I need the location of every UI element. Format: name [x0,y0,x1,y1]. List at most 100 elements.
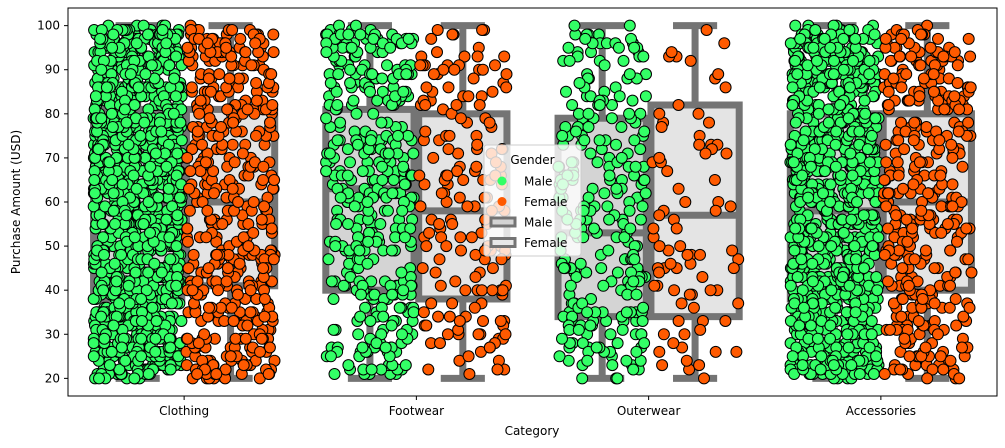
point-female [486,262,499,275]
point-female [949,293,962,305]
point-female [946,200,959,213]
point-female [442,143,455,156]
point-female [181,151,194,164]
point-male [593,134,606,147]
point-male [142,266,155,279]
point-female [694,323,707,336]
point-female [647,222,660,235]
point-male [130,37,143,50]
point-female [696,271,709,283]
point-female [250,94,263,107]
point-male [115,248,128,261]
point-male [834,99,847,111]
point-female [946,178,959,191]
point-female [903,350,916,363]
point-male [604,328,617,341]
point-male [93,372,105,385]
point-male [149,332,162,345]
point-female [191,125,204,138]
point-male [837,226,850,239]
point-female [268,174,281,186]
point-female [216,218,229,230]
point-female [455,244,467,257]
point-female [255,332,268,345]
point-male [392,129,404,142]
point-male [163,59,176,72]
point-female [730,345,743,358]
point-female [242,240,255,253]
point-male [789,222,802,235]
point-male [789,54,802,67]
point-female [199,156,212,169]
point-female [227,315,240,327]
point-female [916,293,929,305]
point-male [399,359,412,372]
point-female [454,112,467,125]
point-male [844,147,857,160]
point-female [210,248,223,261]
point-male [637,301,650,314]
point-male [636,315,649,327]
point-male [606,359,619,372]
point-male [784,279,797,292]
point-female [429,266,442,279]
point-female [727,262,740,275]
point-male [868,28,881,41]
point-male [787,156,800,169]
point-female [944,244,957,257]
point-female [202,72,215,85]
point-male [829,160,842,173]
point-female [937,363,950,376]
point-female [880,156,893,169]
point-female [266,99,279,111]
point-female [441,328,454,341]
point-male [588,222,600,235]
point-female [232,196,245,208]
point-male [568,19,581,32]
point-female [257,160,270,173]
point-female [928,262,941,275]
point-female [498,50,511,63]
point-male [341,169,354,182]
point-male [404,222,417,235]
point-male [152,191,165,204]
point-male [824,178,837,191]
point-male [376,174,389,186]
point-male [354,310,367,323]
point-female [907,178,920,191]
point-male [791,68,804,81]
point-male [574,257,587,270]
point-female [267,253,280,266]
point-female [898,332,911,345]
point-male [381,59,393,72]
point-female [420,81,433,94]
point-female [203,112,216,125]
point-male [822,116,835,129]
point-female [263,341,276,354]
point-male [796,169,809,182]
point-female [193,107,206,120]
point-male [140,284,153,297]
point-male [381,204,394,217]
point-female [670,222,683,235]
point-male [144,160,157,173]
point-male [824,319,837,332]
point-male [822,103,835,116]
point-male [103,359,116,372]
point-female [181,332,194,345]
point-male [142,368,155,380]
point-male [160,160,173,173]
point-male [320,46,333,59]
point-female [226,182,239,195]
point-female [708,174,721,186]
point-female [953,103,966,116]
point-female [471,50,484,63]
point-male [858,94,871,107]
point-female [681,248,694,261]
point-male [841,328,854,341]
point-male [116,178,129,191]
point-female [952,125,965,138]
point-male [149,345,162,358]
point-male [824,41,837,54]
point-male [355,288,367,301]
